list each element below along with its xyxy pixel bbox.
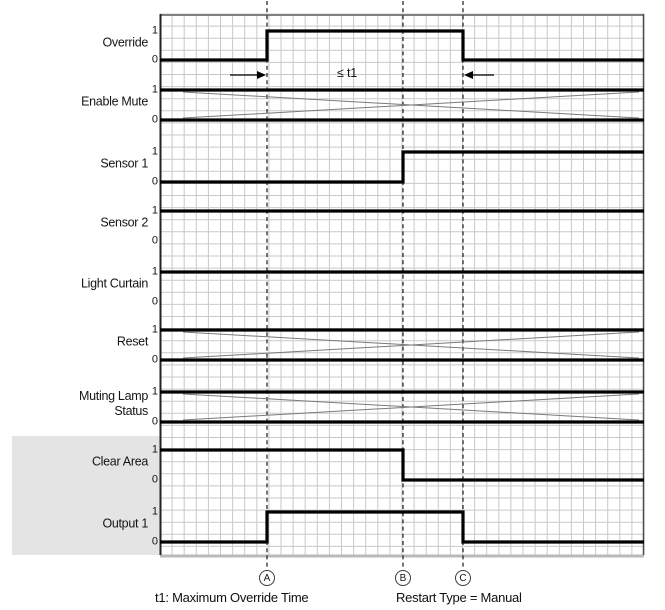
either-state-diagonal-muting-lamp-status bbox=[182, 393, 640, 421]
signal-wave-sensor-1 bbox=[160, 150, 644, 184]
highlight-panel bbox=[12, 436, 160, 555]
tick-low-reset: 0 bbox=[151, 353, 158, 366]
signal-label-muting-lamp-status: Muting Lamp Status bbox=[79, 389, 148, 418]
tick-low-output-1: 0 bbox=[151, 535, 158, 548]
either-state-diagonal-enable-mute bbox=[182, 91, 640, 119]
tick-high-clear-area: 1 bbox=[151, 443, 158, 456]
max-override-time-annotation: ≤ t1 bbox=[337, 66, 357, 80]
signal-label-enable-mute: Enable Mute bbox=[81, 94, 148, 109]
footnote-restart-type: Restart Type = Manual bbox=[396, 590, 522, 605]
tick-high-output-1: 1 bbox=[151, 505, 158, 518]
marker-circle-c: C bbox=[455, 570, 471, 586]
signal-label-sensor-2: Sensor 2 bbox=[100, 215, 148, 230]
signal-wave-output-1 bbox=[160, 510, 644, 544]
signal-wave-clear-area bbox=[160, 448, 644, 482]
signal-label-light-curtain: Light Curtain bbox=[81, 276, 148, 291]
tick-low-sensor-2: 0 bbox=[151, 234, 158, 247]
tick-high-reset: 1 bbox=[151, 323, 158, 336]
tick-high-muting-lamp-status: 1 bbox=[151, 385, 158, 398]
footnote-t1-definition: t1: Maximum Override Time bbox=[155, 590, 309, 605]
signal-label-reset: Reset bbox=[116, 334, 148, 349]
arrow-head-left-icon bbox=[464, 71, 473, 79]
tick-high-sensor-1: 1 bbox=[151, 145, 158, 158]
signal-label-override: Override bbox=[102, 35, 148, 49]
tick-low-clear-area: 0 bbox=[151, 473, 158, 486]
tick-high-sensor-2: 1 bbox=[151, 204, 158, 217]
tick-low-sensor-1: 0 bbox=[151, 175, 158, 188]
marker-circle-b: B bbox=[395, 570, 411, 586]
tick-low-light-curtain: 0 bbox=[151, 295, 158, 308]
tick-high-enable-mute: 1 bbox=[151, 83, 158, 96]
tick-low-enable-mute: 0 bbox=[151, 113, 158, 126]
tick-high-light-curtain: 1 bbox=[151, 265, 158, 278]
tick-low-override: 0 bbox=[151, 53, 158, 66]
signal-wave-override bbox=[160, 29, 644, 62]
arrow-head-right-icon bbox=[257, 71, 266, 79]
marker-circle-a: A bbox=[259, 570, 275, 586]
signal-label-output-1: Output 1 bbox=[102, 516, 148, 531]
either-state-diagonal-reset bbox=[182, 331, 640, 359]
tick-high-override: 1 bbox=[151, 24, 158, 37]
signal-label-sensor-1: Sensor 1 bbox=[100, 156, 148, 171]
signal-label-clear-area: Clear Area bbox=[91, 454, 148, 469]
tick-low-muting-lamp-status: 0 bbox=[151, 415, 158, 428]
